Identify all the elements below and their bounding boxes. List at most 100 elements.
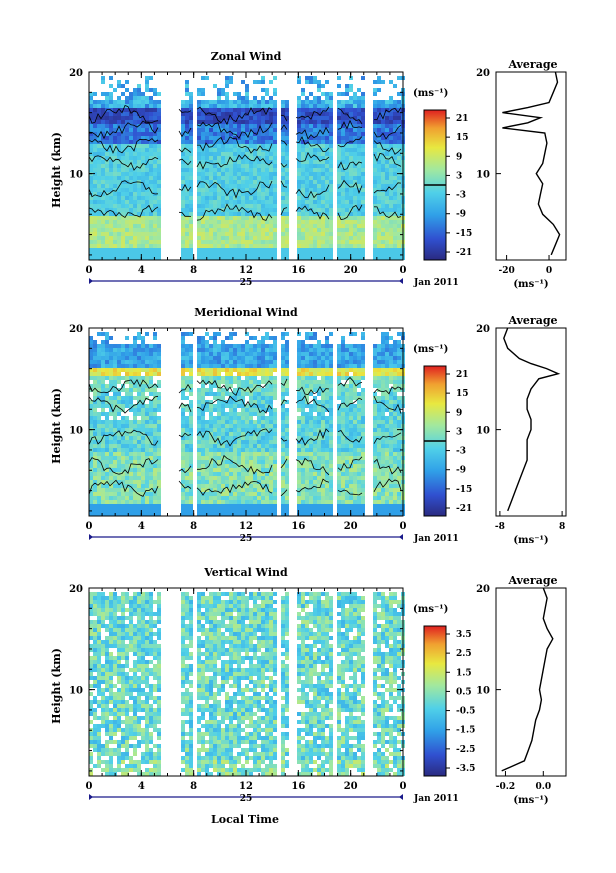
x-tick-label: 0 xyxy=(86,265,93,276)
average-y-tick-label: 10 xyxy=(476,170,490,181)
average-frame xyxy=(495,587,567,777)
panel-title: Zonal Wind xyxy=(211,50,282,63)
colorbar-tick-label: -15 xyxy=(456,229,472,239)
month-label: Jan 2011 xyxy=(413,278,459,288)
date-label: 25 xyxy=(240,278,253,288)
average-x-tick-label: 8 xyxy=(559,522,565,532)
average-frame xyxy=(495,327,567,517)
average-frame xyxy=(495,71,567,261)
contour-lines xyxy=(88,104,402,221)
colorbar-tick-label: -21 xyxy=(456,248,472,258)
average-x-tick-label: 0.0 xyxy=(535,782,551,792)
colorbar-tick-label: -9 xyxy=(456,466,466,476)
x-tick-label: 0 xyxy=(400,521,407,532)
average-y-tick-label: 20 xyxy=(476,324,490,335)
x-tick-label: 0 xyxy=(86,521,93,532)
x-tick-label: 16 xyxy=(291,521,305,532)
colorbar-tick-label: 9 xyxy=(456,408,462,418)
x-tick-label: 20 xyxy=(344,265,358,276)
colorbar-tick-label: -3 xyxy=(456,191,466,201)
y-axis-label: Height (km) xyxy=(50,388,63,464)
x-tick-label: 12 xyxy=(239,265,253,276)
contour-lines xyxy=(88,376,402,497)
average-unit: (ms⁻¹) xyxy=(513,795,548,806)
x-tick-label: 0 xyxy=(86,781,93,792)
colorbar-tick-label: 21 xyxy=(456,114,469,124)
average-x-tick-label: -8 xyxy=(495,522,505,532)
x-tick-label: 4 xyxy=(138,265,145,276)
month-label: Jan 2011 xyxy=(413,534,459,544)
colorbar-tick-label: -3.5 xyxy=(456,764,475,774)
average-profile-line xyxy=(501,587,554,772)
average-y-tick-label: 10 xyxy=(476,686,490,697)
y-axis-label: Height (km) xyxy=(50,132,63,208)
month-label: Jan 2011 xyxy=(413,794,459,804)
y-tick-label: 20 xyxy=(69,68,83,79)
colorbar-tick-label: 0.5 xyxy=(456,687,472,697)
panel-title: Meridional Wind xyxy=(194,306,298,319)
colorbar-tick-label: -9 xyxy=(456,210,466,220)
colorbar-tick-label: 3 xyxy=(456,171,462,181)
colorbar-tick-label: -15 xyxy=(456,485,472,495)
colorbar-tick-label: 1.5 xyxy=(456,668,472,678)
x-tick-label: 0 xyxy=(400,781,407,792)
average-title: Average xyxy=(507,574,557,587)
average-x-tick-label: 0 xyxy=(546,266,552,276)
y-tick-label: 10 xyxy=(69,686,83,697)
x-tick-label: 16 xyxy=(291,265,305,276)
colorbar-tick-label: -21 xyxy=(456,504,472,514)
colorbar-tick-label: 2.5 xyxy=(456,649,472,659)
average-title: Average xyxy=(507,314,557,327)
average-y-tick-label: 20 xyxy=(476,584,490,595)
average-x-tick-label: -20 xyxy=(498,266,514,276)
average-profile-line xyxy=(503,327,561,512)
x-tick-label: 20 xyxy=(344,781,358,792)
colorbar-tick-label: -0.5 xyxy=(456,707,475,717)
x-tick-label: 8 xyxy=(190,265,197,276)
y-tick-label: 20 xyxy=(69,324,83,335)
x-tick-label: 12 xyxy=(239,521,253,532)
colorbar-tick-label: -1.5 xyxy=(456,726,475,736)
x-tick-label: 4 xyxy=(138,781,145,792)
colorbar-tick-label: 9 xyxy=(456,152,462,162)
heatmap-cells xyxy=(89,592,405,776)
panel-2: Meridional Wind Height (km) 20 10 0 4 8 12 16 20 0… xyxy=(50,306,567,546)
panel-title: Vertical Wind xyxy=(203,566,288,579)
colorbar-tick-label: -2.5 xyxy=(456,745,475,755)
average-y-tick-label: 10 xyxy=(476,426,490,437)
x-tick-label: 8 xyxy=(190,521,197,532)
average-profile-line xyxy=(502,71,561,256)
y-tick-label: 10 xyxy=(69,170,83,181)
colorbar-unit: (ms⁻¹) xyxy=(413,344,448,355)
x-tick-label: 8 xyxy=(190,781,197,792)
colorbar-unit: (ms⁻¹) xyxy=(413,604,448,615)
date-label: 25 xyxy=(240,794,253,804)
heatmap-cells xyxy=(89,332,405,516)
date-label: 25 xyxy=(240,534,253,544)
x-tick-label: 0 xyxy=(400,265,407,276)
panel-3: Vertical Wind Height (km) 20 10 0 4 8 12 16 20 0 25… xyxy=(50,566,567,806)
colorbar-tick-label: 3.5 xyxy=(456,630,472,640)
colorbar-tick-label: 3 xyxy=(456,427,462,437)
y-tick-label: 10 xyxy=(69,426,83,437)
y-tick-label: 20 xyxy=(69,584,83,595)
x-tick-label: 12 xyxy=(239,781,253,792)
average-x-tick-label: -0.2 xyxy=(496,782,515,792)
average-unit: (ms⁻¹) xyxy=(513,279,548,290)
average-unit: (ms⁻¹) xyxy=(513,535,548,546)
average-title: Average xyxy=(507,58,557,71)
x-axis-label: Local Time xyxy=(211,813,279,826)
x-tick-label: 20 xyxy=(344,521,358,532)
average-y-tick-label: 20 xyxy=(476,68,490,79)
colorbar-unit: (ms⁻¹) xyxy=(413,88,448,99)
y-axis-label: Height (km) xyxy=(50,648,63,724)
panel-1: Zonal Wind Height (km) 20 10 0 4 8 12 16 20 0 25 Jan… xyxy=(50,50,567,290)
colorbar-tick-label: 21 xyxy=(456,370,469,380)
colorbar-tick-label: -3 xyxy=(456,447,466,457)
x-tick-label: 4 xyxy=(138,521,145,532)
x-tick-label: 16 xyxy=(291,781,305,792)
colorbar-tick-label: 15 xyxy=(456,389,469,399)
heatmap-cells xyxy=(89,76,405,260)
colorbar xyxy=(423,625,447,777)
